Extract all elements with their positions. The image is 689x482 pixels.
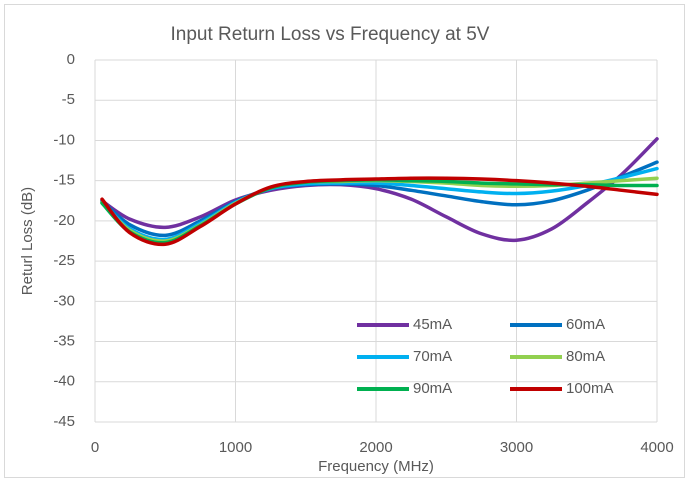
- x-tick-label: 0: [91, 439, 99, 456]
- chart-title: Input Return Loss vs Frequency at 5V: [171, 24, 490, 45]
- legend-label: 45mA: [413, 316, 452, 333]
- legend-label: 100mA: [566, 380, 614, 397]
- legend-label: 80mA: [566, 348, 605, 365]
- legend-label: 70mA: [413, 348, 452, 365]
- y-tick-label: -45: [53, 413, 75, 430]
- series-line: [100, 176, 659, 247]
- y-tick-label: -40: [53, 373, 75, 390]
- y-tick-label: -15: [53, 172, 75, 189]
- chart-border: [4, 4, 685, 478]
- series-line: [100, 137, 659, 243]
- y-tick-label: -35: [53, 333, 75, 350]
- y-tick-label: -25: [53, 252, 75, 269]
- x-tick-label: 4000: [640, 439, 673, 456]
- legend-label: 60mA: [566, 316, 605, 333]
- x-tick-label: 3000: [500, 439, 533, 456]
- legend-label: 90mA: [413, 380, 452, 397]
- x-tick-label: 2000: [359, 439, 392, 456]
- y-tick-label: -30: [53, 292, 75, 309]
- y-tick-label: 0: [67, 51, 75, 68]
- y-tick-label: -5: [62, 91, 75, 108]
- y-tick-label: -10: [53, 131, 75, 148]
- x-axis-label: Frequency (MHz): [318, 458, 434, 475]
- x-tick-label: 1000: [219, 439, 252, 456]
- series-line: [100, 160, 659, 238]
- y-axis-label: Returl Loss (dB): [19, 187, 36, 295]
- y-tick-label: -20: [53, 212, 75, 229]
